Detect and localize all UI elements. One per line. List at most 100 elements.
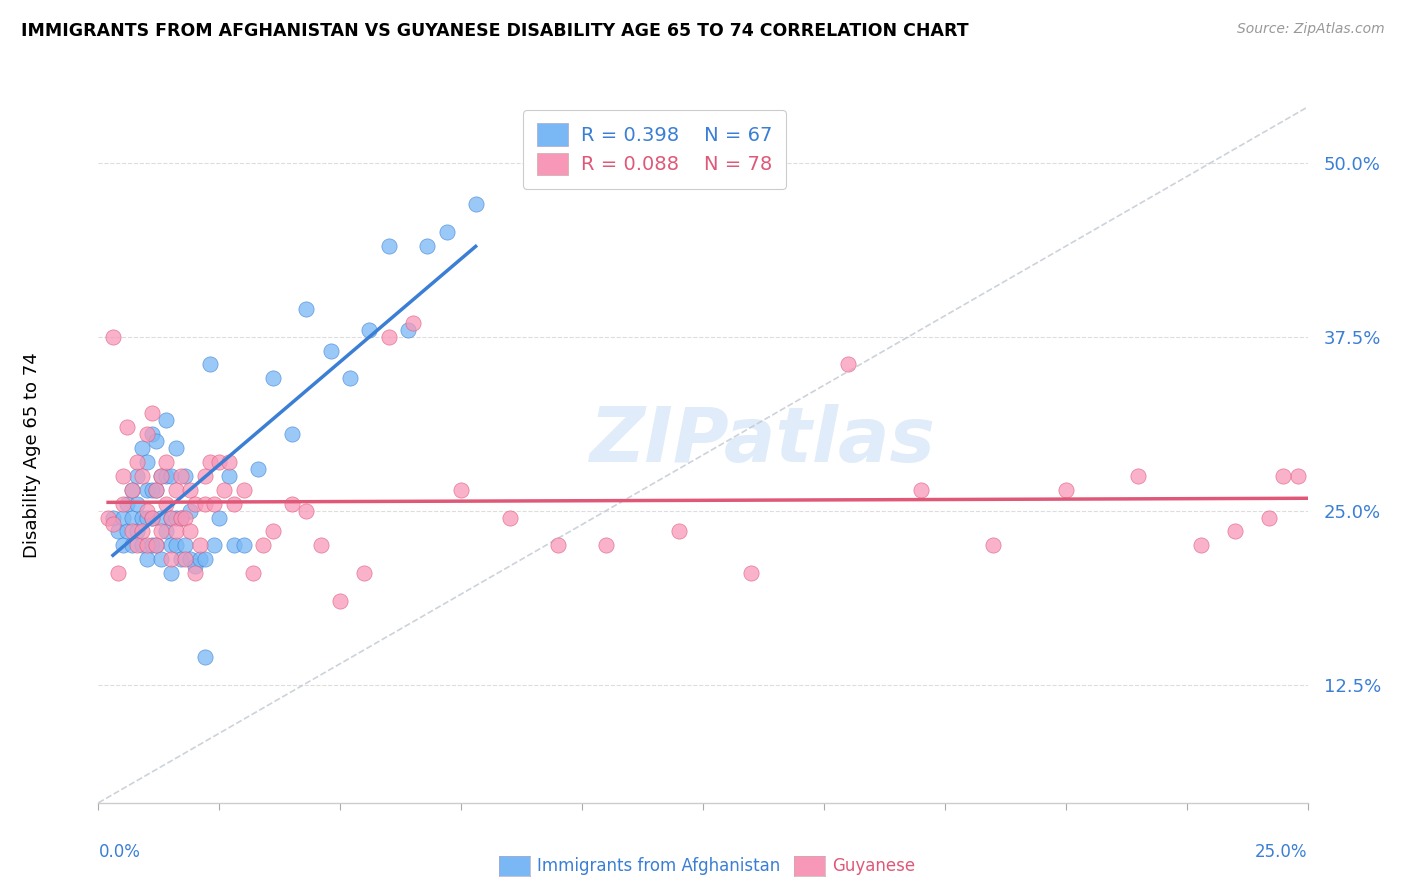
Point bbox=[194, 649, 217, 664]
Text: Immigrants from Afghanistan: Immigrants from Afghanistan bbox=[537, 857, 780, 875]
Point bbox=[101, 517, 124, 532]
Point bbox=[450, 483, 472, 497]
Text: 0.0%: 0.0% bbox=[98, 843, 141, 861]
Point bbox=[107, 524, 129, 539]
Point bbox=[127, 524, 149, 539]
Point bbox=[111, 468, 134, 483]
Point bbox=[1320, 483, 1343, 497]
Point bbox=[155, 413, 177, 427]
Point bbox=[165, 538, 187, 552]
Point bbox=[121, 483, 143, 497]
Point bbox=[208, 510, 231, 524]
Point bbox=[160, 566, 183, 581]
Text: ZIPatlas: ZIPatlas bbox=[591, 404, 936, 478]
Point bbox=[155, 497, 177, 511]
Point bbox=[155, 455, 177, 469]
Point bbox=[436, 225, 458, 239]
Point bbox=[981, 538, 1004, 552]
Point bbox=[179, 483, 201, 497]
Point bbox=[121, 483, 143, 497]
Point bbox=[165, 483, 187, 497]
Point bbox=[155, 524, 177, 539]
Point bbox=[1128, 468, 1150, 483]
Point bbox=[174, 538, 197, 552]
Point bbox=[174, 552, 197, 566]
Point bbox=[117, 497, 139, 511]
Point bbox=[1257, 510, 1279, 524]
Point bbox=[359, 323, 381, 337]
Point bbox=[141, 427, 163, 442]
Point bbox=[131, 468, 153, 483]
Point bbox=[141, 483, 163, 497]
Text: Disability Age 65 to 74: Disability Age 65 to 74 bbox=[22, 352, 41, 558]
Point bbox=[1369, 483, 1392, 497]
Point bbox=[131, 538, 153, 552]
Point bbox=[222, 497, 245, 511]
Point bbox=[1344, 483, 1367, 497]
Point bbox=[179, 503, 201, 517]
Point bbox=[127, 455, 149, 469]
Point bbox=[242, 566, 264, 581]
Point bbox=[837, 358, 859, 372]
Point bbox=[174, 510, 197, 524]
Point bbox=[127, 497, 149, 511]
Point bbox=[127, 538, 149, 552]
Point bbox=[131, 524, 153, 539]
Point bbox=[377, 329, 399, 343]
Point bbox=[262, 524, 284, 539]
Point bbox=[145, 538, 167, 552]
Point bbox=[212, 483, 235, 497]
Point bbox=[208, 455, 231, 469]
Point bbox=[145, 538, 167, 552]
Point bbox=[740, 566, 762, 581]
Point bbox=[179, 524, 201, 539]
Point bbox=[101, 510, 124, 524]
Point bbox=[135, 510, 157, 524]
Point bbox=[135, 427, 157, 442]
Point bbox=[309, 538, 332, 552]
Point bbox=[1054, 483, 1077, 497]
Point bbox=[150, 510, 173, 524]
Point bbox=[194, 552, 217, 566]
Point bbox=[204, 538, 226, 552]
Point bbox=[135, 455, 157, 469]
Point bbox=[150, 552, 173, 566]
Point bbox=[198, 455, 221, 469]
Point bbox=[150, 524, 173, 539]
Point bbox=[1286, 468, 1309, 483]
Point bbox=[416, 239, 439, 253]
Point bbox=[160, 468, 183, 483]
Point bbox=[295, 503, 318, 517]
Point bbox=[174, 468, 197, 483]
Text: Guyanese: Guyanese bbox=[832, 857, 915, 875]
Point bbox=[1320, 483, 1343, 497]
Point bbox=[160, 510, 183, 524]
Point bbox=[117, 524, 139, 539]
Point bbox=[1189, 538, 1212, 552]
Point bbox=[97, 510, 120, 524]
Point bbox=[353, 566, 375, 581]
Point bbox=[218, 468, 240, 483]
Point bbox=[595, 538, 617, 552]
Point bbox=[194, 497, 217, 511]
Point bbox=[107, 566, 129, 581]
Point bbox=[498, 510, 520, 524]
Point bbox=[262, 371, 284, 385]
Point bbox=[141, 538, 163, 552]
Point bbox=[160, 552, 183, 566]
Point bbox=[169, 510, 191, 524]
Point bbox=[247, 462, 270, 476]
Point bbox=[222, 538, 245, 552]
Text: 25.0%: 25.0% bbox=[1256, 843, 1308, 861]
Point bbox=[184, 497, 207, 511]
Point bbox=[145, 483, 167, 497]
Point bbox=[329, 594, 352, 608]
Point bbox=[121, 524, 143, 539]
Point bbox=[111, 497, 134, 511]
Point bbox=[184, 566, 207, 581]
Text: IMMIGRANTS FROM AFGHANISTAN VS GUYANESE DISABILITY AGE 65 TO 74 CORRELATION CHAR: IMMIGRANTS FROM AFGHANISTAN VS GUYANESE … bbox=[21, 22, 969, 40]
Point bbox=[150, 468, 173, 483]
Point bbox=[150, 468, 173, 483]
Point bbox=[160, 538, 183, 552]
Point bbox=[111, 538, 134, 552]
